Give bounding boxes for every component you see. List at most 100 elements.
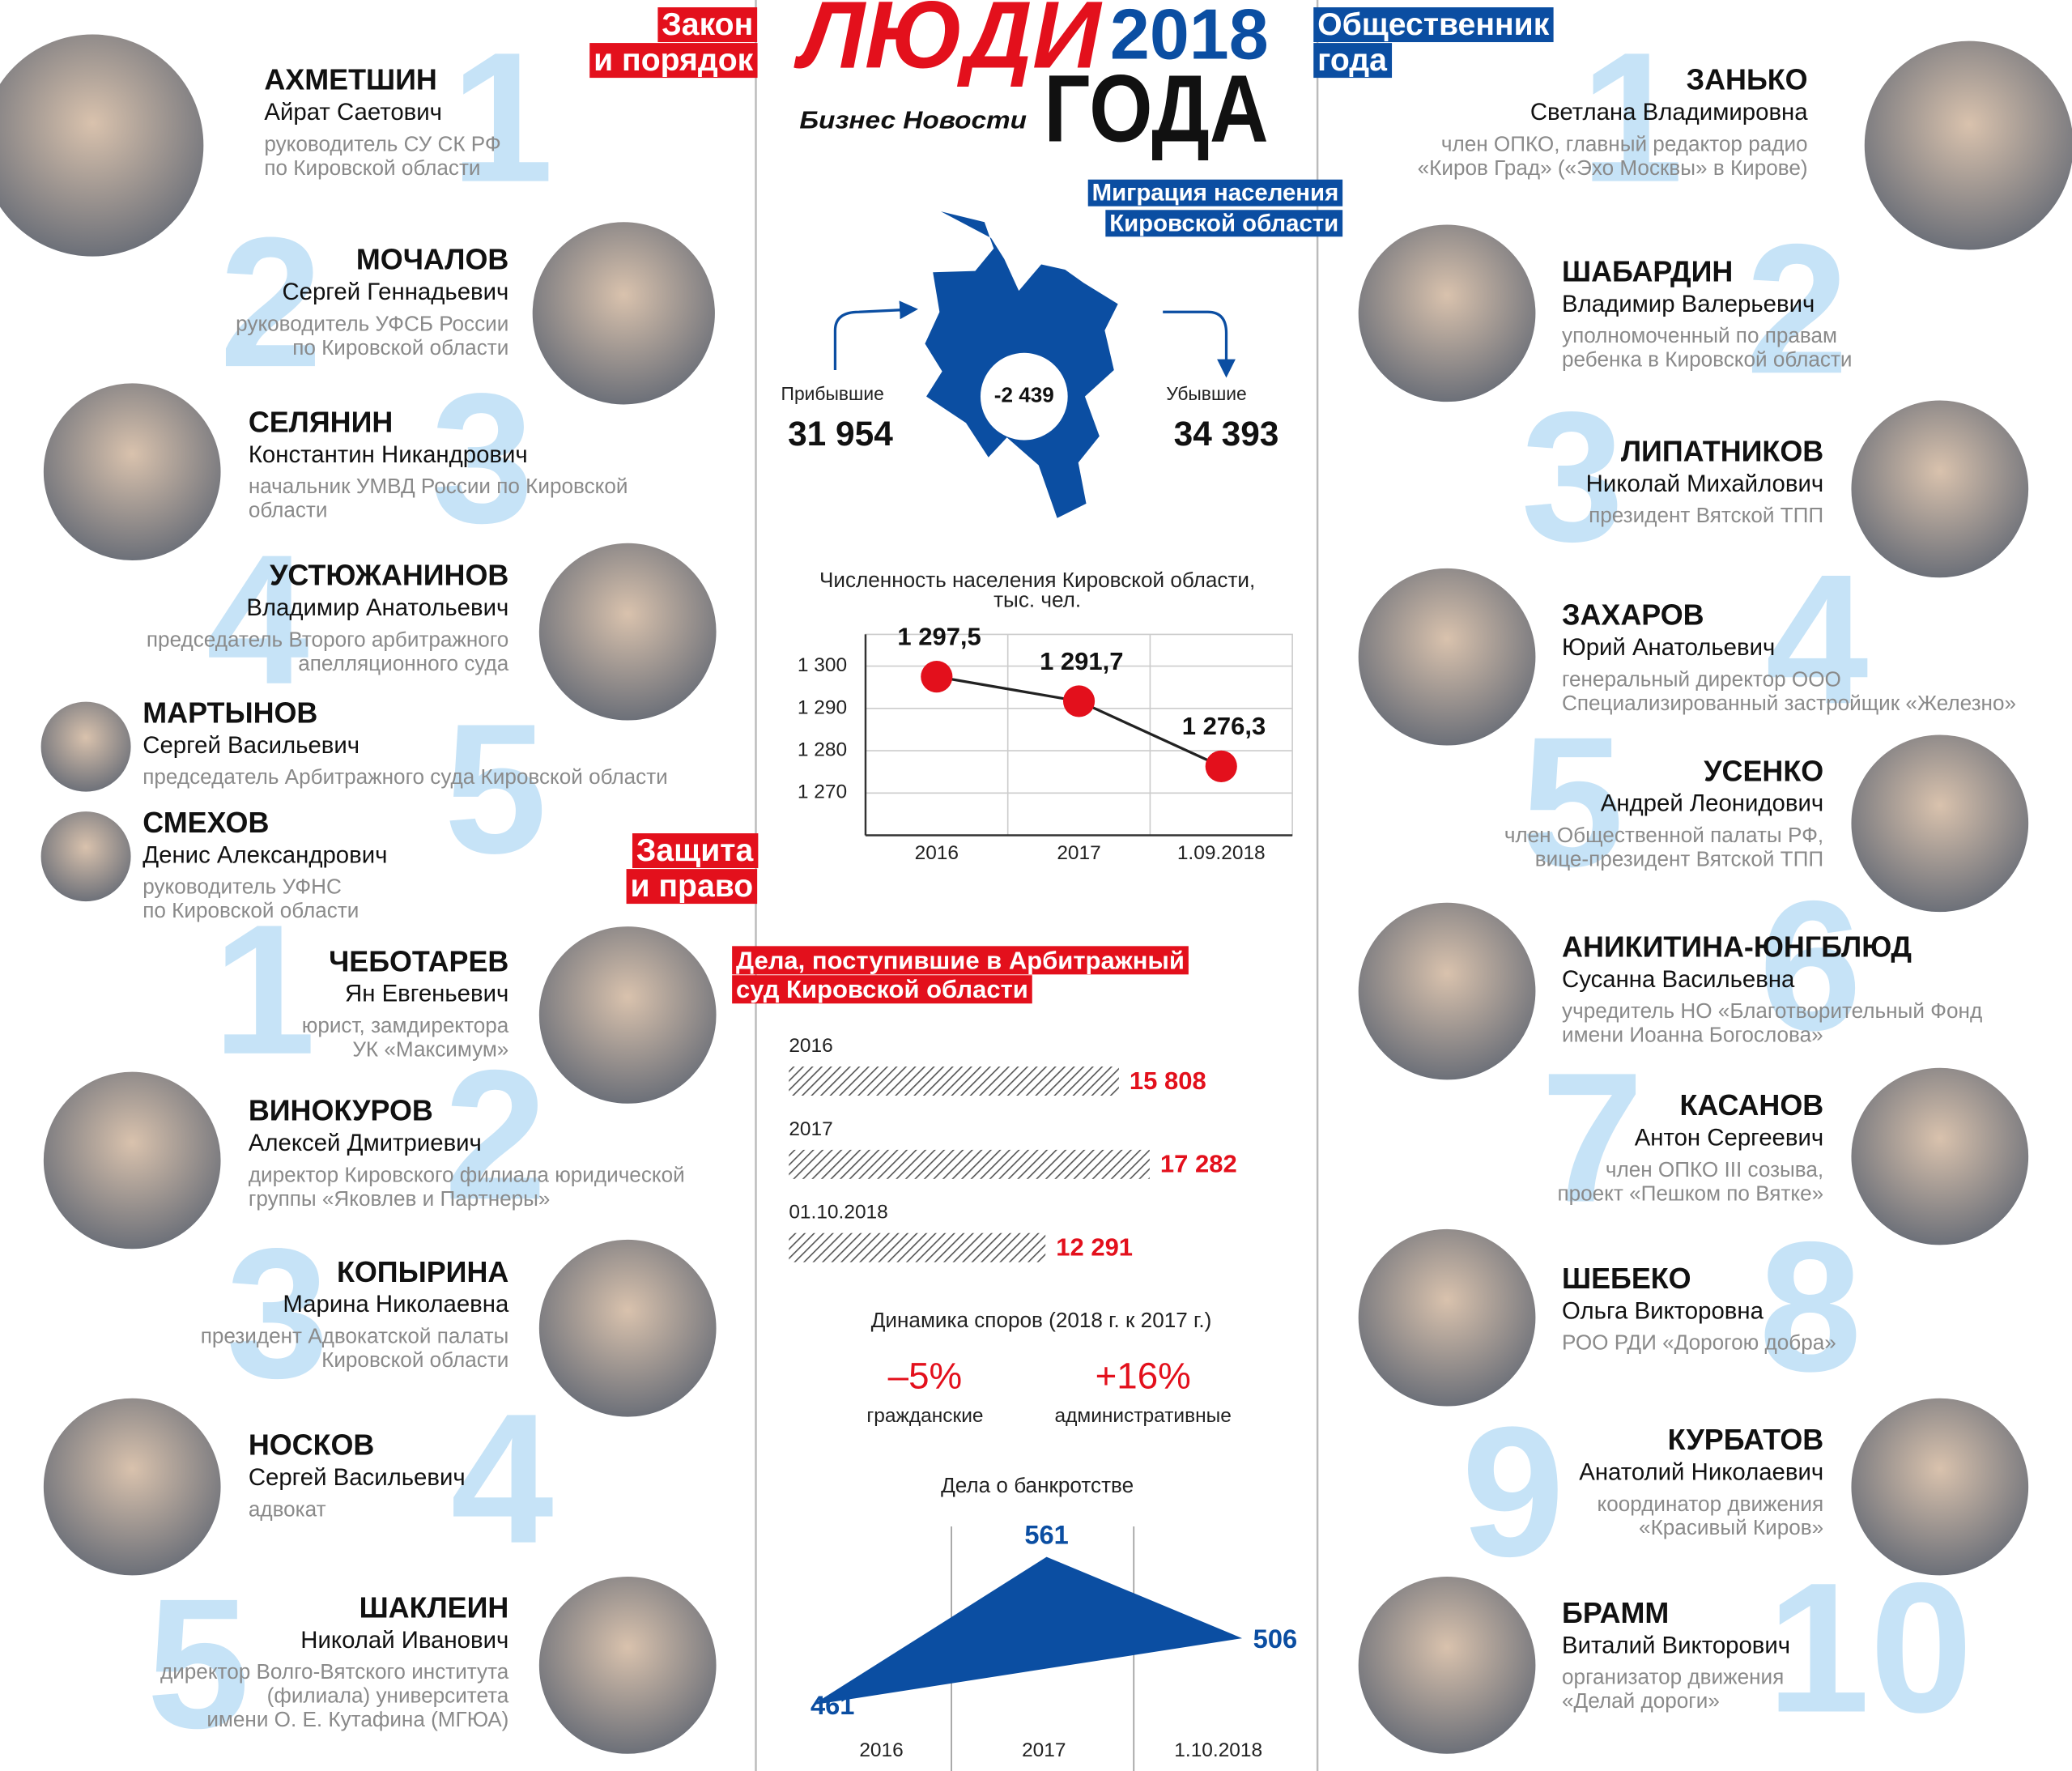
section-title: года bbox=[1317, 43, 1388, 78]
section-title: и право bbox=[630, 869, 753, 904]
person-name: Марина Николаевна bbox=[283, 1291, 509, 1318]
person-name: Николай Михайлович bbox=[1586, 470, 1824, 497]
position: юрист, замдиректора bbox=[302, 1013, 509, 1037]
surname: МОЧАЛОВ bbox=[356, 244, 508, 276]
value-label: 17 282 bbox=[1160, 1150, 1237, 1178]
position: президент Адвокатской палаты bbox=[201, 1324, 509, 1348]
x-tick-label: 1.09.2018 bbox=[1177, 842, 1266, 864]
position: области bbox=[249, 498, 328, 522]
photo bbox=[1355, 565, 1538, 748]
surname: ЧЕБОТАРЕВ bbox=[329, 945, 508, 977]
year: 2018 bbox=[1110, 0, 1269, 74]
value-label: 1 276,3 bbox=[1182, 712, 1266, 740]
person-name: Сергей Васильевич bbox=[249, 1464, 466, 1491]
surname: КОПЫРИНА bbox=[337, 1256, 508, 1288]
y-tick-label: 1 290 bbox=[798, 696, 847, 718]
person-name: Владимир Анатольевич bbox=[246, 594, 508, 621]
position: по Кировской области bbox=[292, 335, 508, 360]
label-box bbox=[626, 869, 758, 905]
position: руководитель УФСБ России bbox=[236, 311, 508, 335]
photo bbox=[536, 540, 719, 723]
category-label: 01.10.2018 bbox=[789, 1202, 887, 1224]
photo bbox=[1849, 398, 2032, 581]
surname: СМЕХОВ bbox=[143, 807, 269, 839]
value-label: 561 bbox=[1024, 1520, 1068, 1550]
position: учредитель НО «Благотворительный Фонд bbox=[1562, 998, 1982, 1023]
rank: 5 bbox=[1521, 699, 1624, 905]
person-name: Анатолий Николаевич bbox=[1579, 1459, 1823, 1486]
position: член Общественной палаты РФ, bbox=[1504, 823, 1823, 847]
person-name: Светлана Владимировна bbox=[1530, 99, 1808, 126]
position: по Кировской области bbox=[143, 898, 359, 922]
person-name: Николай Иванович bbox=[300, 1627, 508, 1654]
photo bbox=[38, 699, 134, 794]
rank: 10 bbox=[1767, 1544, 1972, 1751]
rank: 2 bbox=[219, 199, 322, 406]
person-name: Ольга Викторовна bbox=[1562, 1297, 1764, 1324]
surname: ШАКЛЕИН bbox=[360, 1591, 509, 1624]
position: Специализированный застройщик «Железно» bbox=[1562, 691, 2016, 715]
rank: 4 bbox=[206, 517, 309, 723]
position: председатель Второго арбитражного bbox=[147, 627, 508, 651]
balance-circle bbox=[980, 352, 1068, 441]
position: начальник УМВД России по Кировской bbox=[249, 474, 628, 498]
surname: СЕЛЯНИН bbox=[249, 406, 393, 438]
position: вице-президент Вятской ТПП bbox=[1535, 846, 1823, 871]
position: руководитель УФНС bbox=[143, 875, 342, 899]
chart-title: тыс. чел. bbox=[993, 588, 1081, 612]
position: член ОПКО, главный редактор радио bbox=[1441, 131, 1808, 155]
point bbox=[921, 661, 953, 693]
rank: 1 bbox=[213, 887, 316, 1093]
surname: АХМЕТШИН bbox=[264, 64, 436, 96]
rank: 9 bbox=[1461, 1389, 1564, 1595]
photo bbox=[530, 219, 718, 407]
title: ЛЮДИ bbox=[793, 0, 1103, 87]
section-title: Общественник bbox=[1317, 7, 1550, 42]
x-tick-label: 2017 bbox=[1057, 842, 1100, 864]
chart-title: Дела, поступившие в Арбитражный bbox=[736, 946, 1185, 974]
subtitle: ГОДА bbox=[1044, 56, 1268, 162]
value-label: 15 808 bbox=[1130, 1066, 1206, 1095]
position: группы «Яковлев и Партнеры» bbox=[249, 1186, 551, 1211]
position: по Кировской области bbox=[264, 155, 480, 180]
photo bbox=[1849, 1065, 2032, 1248]
person-name: Айрат Саетович bbox=[264, 99, 442, 126]
person-name: Виталий Викторович bbox=[1562, 1632, 1790, 1658]
person-name: Ян Евгеньевич bbox=[345, 981, 508, 1007]
photo bbox=[0, 32, 206, 259]
departed: 34 393 bbox=[1174, 415, 1279, 453]
position: организатор движения bbox=[1562, 1665, 1784, 1689]
photo bbox=[1355, 222, 1538, 405]
photo bbox=[536, 1573, 719, 1756]
label-box bbox=[732, 975, 1032, 1004]
position: президент Вятской ТПП bbox=[1589, 503, 1823, 527]
category-label: 2017 bbox=[789, 1118, 832, 1140]
y-tick-label: 1 300 bbox=[798, 654, 847, 676]
surname: ВИНОКУРОВ bbox=[249, 1095, 433, 1127]
photo bbox=[1849, 732, 2032, 915]
bar bbox=[789, 1066, 1119, 1096]
person-name: Юрий Анатольевич bbox=[1562, 634, 1775, 661]
rank: 6 bbox=[1759, 862, 1861, 1069]
rank: 4 bbox=[1765, 536, 1868, 743]
rank: 4 bbox=[451, 1376, 554, 1582]
bar bbox=[789, 1232, 1046, 1262]
bar bbox=[789, 1149, 1150, 1179]
surname: ШЕБЕКО bbox=[1562, 1262, 1691, 1295]
surname: ЗАХАРОВ bbox=[1562, 599, 1704, 632]
label-box bbox=[1087, 179, 1343, 206]
section-title: Закон bbox=[662, 7, 753, 42]
label-box bbox=[732, 946, 1189, 975]
photo bbox=[1355, 1573, 1538, 1756]
value-label: 1 297,5 bbox=[897, 623, 981, 651]
position: «Делай дороги» bbox=[1562, 1688, 1720, 1713]
position: (филиала) университета bbox=[267, 1683, 509, 1707]
surname: ЛИПАТНИКОВ bbox=[1621, 435, 1823, 467]
label-box bbox=[1105, 210, 1343, 237]
y-tick-label: 1 280 bbox=[798, 739, 847, 761]
arrived: 31 954 bbox=[788, 415, 893, 453]
chart-title: суд Кировской области bbox=[736, 975, 1028, 1003]
surname: АНИКИТИНА-ЮНГБЛЮД bbox=[1562, 930, 1912, 963]
position: генеральный директор ООО bbox=[1562, 666, 1841, 691]
